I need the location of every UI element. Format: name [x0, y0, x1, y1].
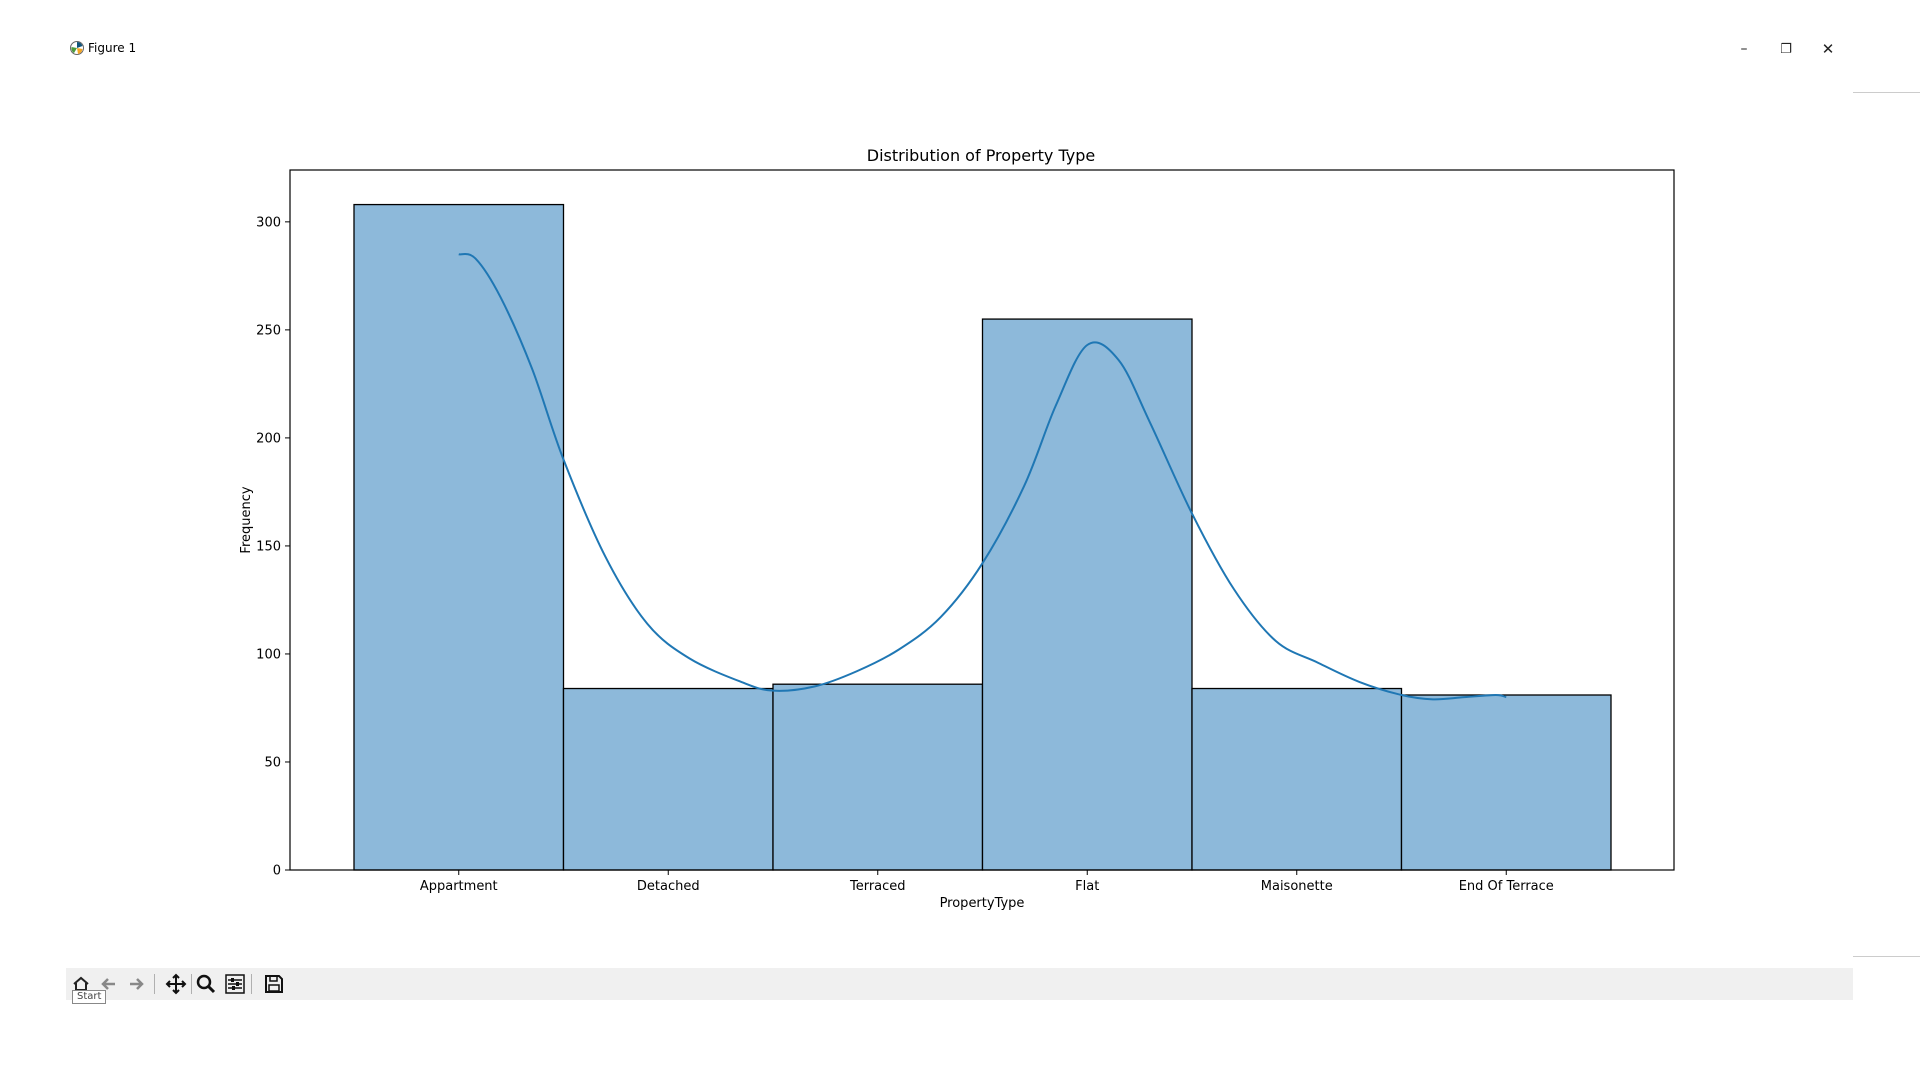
y-tick-label: 100 — [256, 647, 281, 662]
bar-appartment — [353, 203, 565, 871]
x-tick-label: Maisonette — [1261, 879, 1333, 894]
x-tick-label: Appartment — [420, 879, 498, 894]
restore-button[interactable]: ❐ — [1773, 36, 1799, 62]
histogram-chart: Distribution of Property Type 0 50 100 150 2… — [239, 146, 1675, 911]
bars-group — [353, 203, 1612, 871]
y-axis-label: Frequency — [239, 486, 254, 553]
window-edge-line — [1853, 956, 1920, 957]
title-bar[interactable]: Figure 1 – ❐ ✕ — [66, 0, 1853, 96]
bar-flat — [981, 318, 1193, 871]
pan-button[interactable] — [163, 971, 189, 997]
y-tick-label: 0 — [273, 864, 281, 879]
close-button[interactable]: ✕ — [1815, 36, 1841, 62]
y-tick-label: 300 — [256, 215, 281, 230]
zoom-button[interactable] — [193, 971, 219, 997]
x-tick-label: Detached — [637, 879, 700, 894]
configure-subplots-button[interactable] — [222, 971, 248, 997]
y-tick-label: 250 — [256, 323, 281, 338]
forward-button[interactable] — [123, 971, 149, 997]
matplotlib-logo-icon — [70, 41, 84, 55]
x-tick-label: Terraced — [849, 879, 906, 894]
x-tick-label: End Of Terrace — [1459, 879, 1554, 894]
window-edge-line — [1853, 92, 1920, 93]
minimize-icon: – — [1740, 41, 1748, 57]
minimize-button[interactable]: – — [1731, 36, 1757, 62]
y-tick-label: 150 — [256, 539, 281, 554]
magnifier-icon — [196, 974, 216, 994]
x-axis-label: PropertyType — [940, 896, 1025, 911]
x-tick-label: Flat — [1075, 879, 1099, 894]
chart-title: Distribution of Property Type — [867, 146, 1095, 165]
bar-terraced — [772, 683, 984, 871]
y-axis: 0 50 100 150 200 250 300 — [256, 215, 290, 879]
toolbar-separator — [191, 974, 192, 994]
toolbar-separator — [154, 974, 155, 994]
floppy-disk-icon — [265, 975, 283, 993]
bar-detached — [562, 687, 774, 871]
navigation-toolbar: Start — [66, 968, 1853, 1004]
y-tick-label: 50 — [264, 755, 281, 770]
restore-icon: ❐ — [1780, 41, 1792, 57]
back-button[interactable] — [96, 971, 122, 997]
arrow-right-icon — [130, 978, 144, 990]
bar-maisonette — [1191, 687, 1403, 871]
figure-canvas[interactable]: Distribution of Property Type 0 50 100 150 2… — [66, 96, 1853, 968]
figure-window: Figure 1 – ❐ ✕ Distribution of Property … — [66, 0, 1853, 1004]
move-icon — [165, 973, 187, 995]
bar-end-of-terrace — [1400, 694, 1612, 871]
plot-frame — [289, 169, 1675, 871]
sliders-icon — [225, 974, 245, 994]
y-tick-label: 200 — [256, 431, 281, 446]
x-axis: Appartment Detached Terraced Flat Maisonette… — [420, 870, 1554, 894]
close-icon: ✕ — [1821, 40, 1835, 58]
tooltip: Start — [72, 990, 107, 1004]
toolbar-separator — [251, 974, 252, 994]
kde-curve — [458, 252, 1507, 701]
arrow-left-icon — [101, 978, 115, 990]
window-title: Figure 1 — [88, 41, 137, 55]
save-button[interactable] — [261, 971, 287, 997]
